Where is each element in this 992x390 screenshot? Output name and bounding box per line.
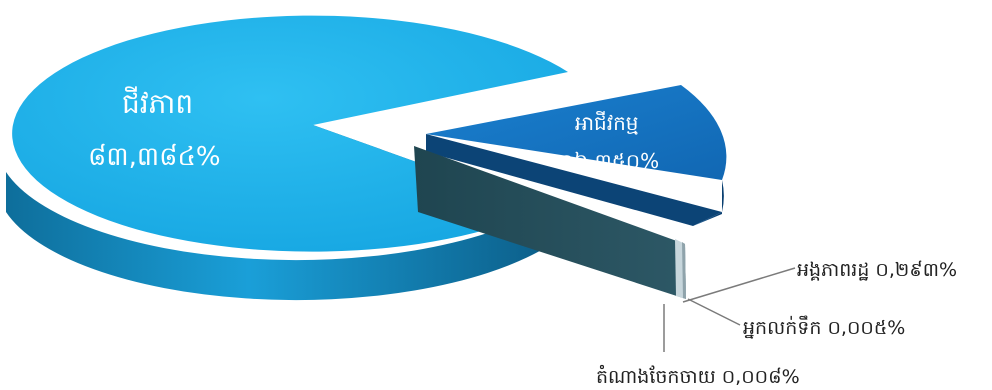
slice-small-group	[414, 146, 686, 299]
value-jivapheap: ៨៣,៣៨៤%	[88, 142, 221, 172]
slice-tamnang-chaek-chay	[682, 242, 686, 299]
slice-achivakamm-inner-wall	[426, 134, 722, 226]
label-achivakamm: អាជីវកម្ម	[575, 110, 638, 135]
value-achivakamm: ១៦,៣៥០%	[559, 149, 659, 173]
slice-achivakamm	[426, 85, 727, 226]
leader-line-angkheapheat	[682, 267, 796, 303]
label-angkheapheat: អង្គភាពរដ្ឋ ០,២៩៣%	[797, 259, 957, 281]
leader-line-neak-luok-teuk	[687, 298, 741, 326]
slice-angkheapheat	[414, 146, 686, 299]
label-tamnang-chaek-chay: តំណាងចែកចាយ ០,០០៨%	[596, 364, 800, 388]
slice-jivapheap-side	[6, 172, 545, 301]
label-neak-luok-teuk: អ្នកលក់ទឹក ០,០០៥%	[743, 315, 905, 339]
slice-achivakamm-top	[426, 85, 727, 180]
label-jivapheap: ជីវភាព	[122, 86, 193, 120]
